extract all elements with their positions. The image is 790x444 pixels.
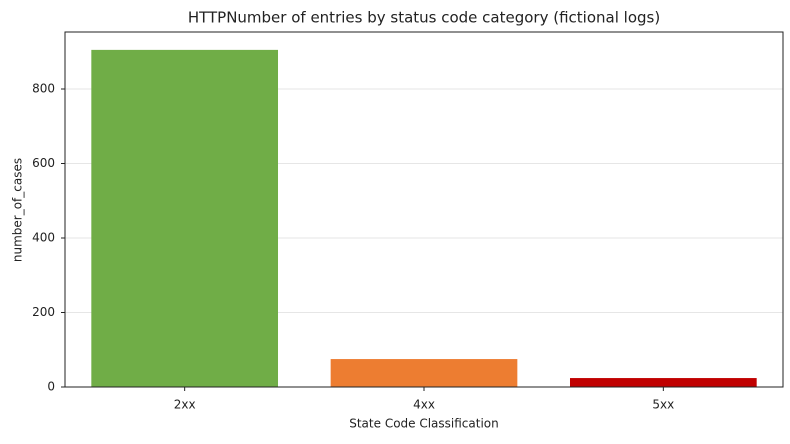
x-axis-label: State Code Classification — [349, 417, 499, 431]
chart-title: HTTPNumber of entries by status code cat… — [188, 9, 660, 27]
y-tick-label: 0 — [47, 380, 55, 394]
plot-frame — [64, 31, 784, 388]
bar — [569, 378, 757, 387]
y-tick-label: 600 — [32, 156, 55, 170]
bar — [330, 359, 518, 387]
y-tick-label: 200 — [32, 305, 55, 319]
x-tick-label: 2xx — [174, 398, 196, 412]
y-axis-label: number_of_cases — [11, 158, 25, 262]
x-tick-label: 5xx — [652, 398, 674, 412]
x-tick-label: 4xx — [413, 398, 435, 412]
y-tick-label: 400 — [32, 230, 55, 244]
y-tick-label: 800 — [32, 81, 55, 95]
bar — [91, 49, 279, 388]
